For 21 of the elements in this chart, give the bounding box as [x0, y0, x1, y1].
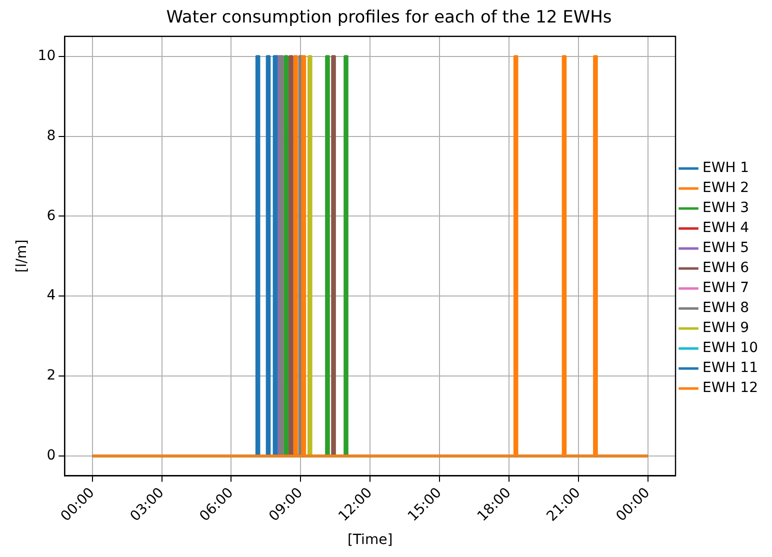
y-tick-label: 8 [46, 128, 56, 144]
legend-label: EWH 3 [702, 200, 750, 216]
y-tick-label: 2 [46, 368, 56, 384]
legend-label: EWH 7 [702, 280, 750, 296]
y-tick-label: 6 [46, 208, 56, 224]
legend-label: EWH 9 [702, 320, 750, 336]
y-tick-label: 0 [46, 447, 56, 464]
y-tick-label: 10 [38, 48, 56, 64]
y-axis-title: [l/m] [14, 240, 30, 273]
legend-label: EWH 8 [702, 300, 750, 316]
legend-label: EWH 11 [702, 360, 758, 376]
legend-label: EWH 12 [702, 380, 758, 396]
chart-title: Water consumption profiles for each of the 12 EWHs [166, 8, 612, 28]
legend-label: EWH 10 [702, 340, 758, 356]
x-axis-title: [Time] [347, 532, 393, 548]
legend-label: EWH 4 [702, 220, 750, 236]
legend-label: EWH 2 [702, 180, 750, 196]
legend-label: EWH 6 [702, 260, 750, 276]
legend-label: EWH 1 [702, 160, 750, 176]
y-tick-label: 4 [46, 288, 56, 304]
legend-label: EWH 5 [702, 240, 750, 256]
